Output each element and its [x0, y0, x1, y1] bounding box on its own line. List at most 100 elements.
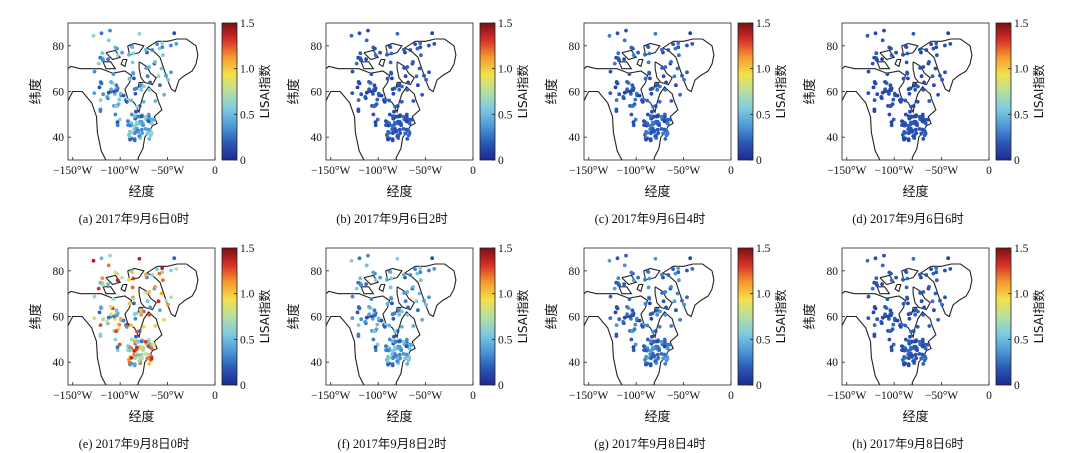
station-point — [139, 119, 144, 124]
station-point — [662, 352, 667, 357]
station-point — [909, 104, 913, 109]
station-point — [389, 296, 394, 301]
station-point — [657, 324, 662, 329]
station-point — [880, 315, 885, 320]
station-point — [391, 91, 396, 96]
x-tick-label: −100°W — [617, 390, 656, 402]
station-point — [680, 298, 684, 303]
station-point — [630, 104, 634, 109]
station-point — [146, 352, 151, 357]
colorbar-tick-label: 1.0 — [1014, 64, 1029, 76]
station-point — [901, 301, 906, 306]
station-point — [866, 294, 871, 299]
station-point — [422, 73, 426, 78]
station-point — [883, 312, 887, 317]
y-tick-label: 60 — [53, 312, 65, 324]
station-point — [677, 53, 681, 58]
station-point — [387, 112, 392, 117]
station-point — [907, 91, 912, 96]
station-point — [127, 52, 131, 57]
station-point — [147, 137, 152, 141]
station-point — [135, 120, 139, 125]
station-point — [660, 272, 664, 277]
coastline — [894, 283, 902, 293]
station-point — [866, 69, 871, 74]
station-point — [387, 98, 392, 103]
y-tick-label: 80 — [569, 41, 581, 53]
station-point — [397, 114, 402, 119]
station-point — [885, 72, 890, 76]
station-point — [403, 356, 408, 361]
station-point — [643, 76, 648, 81]
station-point — [133, 131, 137, 136]
station-point — [936, 317, 940, 322]
station-point — [931, 46, 936, 51]
station-point — [132, 87, 137, 92]
station-point — [905, 51, 910, 56]
station-point — [427, 43, 431, 48]
station-point — [895, 93, 900, 98]
station-point — [109, 312, 113, 317]
colorbar-label: LISAI指数 — [257, 65, 272, 119]
station-point — [158, 83, 162, 88]
station-point — [121, 93, 126, 98]
station-point — [930, 74, 935, 79]
station-point — [390, 362, 395, 367]
station-point — [908, 334, 912, 339]
station-point — [927, 285, 931, 289]
map-plot: −150°W −100°W −50°W 0 40 60 80 经度 纬度 0 0.5 1.0 1.5 LI… — [544, 18, 788, 200]
station-point — [889, 53, 894, 58]
station-point — [640, 325, 645, 329]
station-point — [387, 323, 392, 328]
colorbar-tick-label: 1.5 — [498, 243, 513, 255]
station-point — [366, 253, 370, 258]
station-point — [153, 99, 158, 103]
station-point — [906, 312, 911, 317]
station-point — [144, 272, 148, 277]
station-point — [357, 80, 361, 85]
station-point — [144, 66, 149, 70]
coastline — [661, 38, 715, 93]
station-point — [651, 345, 655, 350]
station-point — [637, 93, 642, 98]
station-point — [921, 313, 926, 317]
station-point — [901, 277, 905, 282]
x-tick-label: −150°W — [827, 390, 866, 402]
station-point — [135, 345, 139, 350]
station-point — [114, 308, 119, 313]
station-point — [350, 69, 355, 74]
station-point — [146, 119, 151, 124]
station-point — [875, 283, 879, 287]
panel-caption: (e) 2017年9月8日0时 — [78, 437, 190, 451]
y-tick-label: 60 — [311, 312, 323, 324]
colorbar-tick-label: 0 — [498, 155, 504, 167]
station-point — [920, 352, 925, 357]
station-point — [131, 51, 136, 56]
station-point — [385, 52, 389, 57]
station-point — [931, 271, 936, 276]
station-point — [413, 267, 417, 271]
station-point — [661, 299, 666, 304]
station-point — [138, 308, 143, 313]
station-point — [654, 83, 659, 88]
station-point — [394, 130, 398, 134]
station-point — [915, 348, 920, 353]
station-point — [637, 318, 642, 323]
station-point — [424, 77, 428, 82]
station-point — [416, 308, 420, 313]
station-point — [106, 57, 110, 62]
station-point — [140, 131, 145, 135]
station-point — [873, 256, 878, 261]
station-point — [625, 312, 629, 317]
coastline — [120, 283, 128, 293]
station-point — [432, 42, 437, 46]
station-point — [911, 256, 916, 261]
station-point — [389, 51, 394, 56]
station-point — [643, 301, 648, 306]
station-point — [354, 61, 359, 66]
colorbar-tick-label: 1.5 — [756, 18, 771, 30]
station-point — [156, 74, 161, 79]
station-point — [97, 310, 102, 315]
x-tick-label: −50°W — [409, 390, 443, 402]
panel-caption: (h) 2017年9月8日6时 — [852, 437, 964, 451]
